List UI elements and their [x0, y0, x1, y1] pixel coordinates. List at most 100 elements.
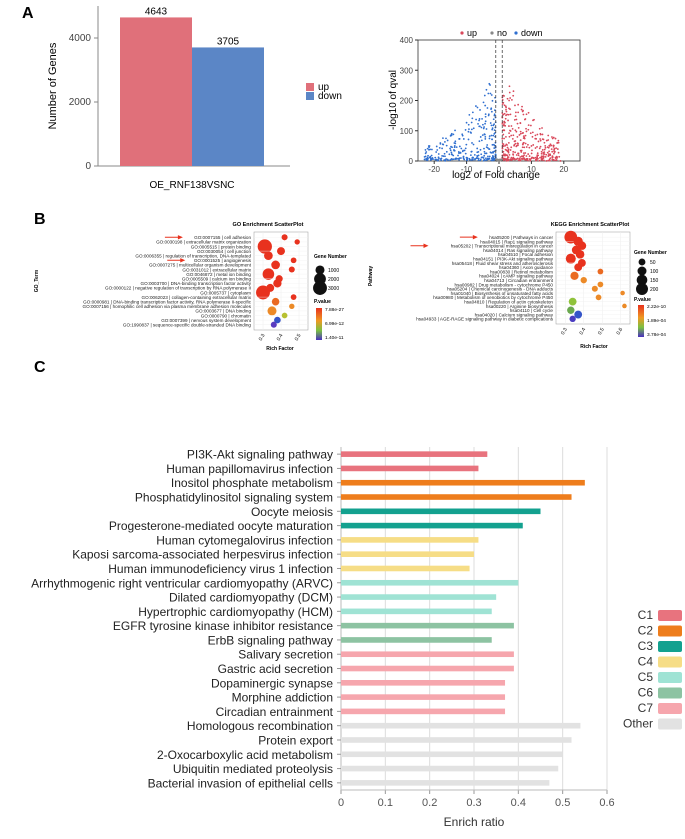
enrich-legend-label-other: Other [623, 717, 653, 731]
volcano-point [540, 152, 543, 155]
kegg-content-size-legend-label: 200 [650, 287, 659, 293]
volcano-point [513, 143, 516, 146]
go-content-color-legend-label: 6.99e-12 [325, 321, 344, 327]
volcano-point [542, 159, 545, 162]
volcano-point [456, 157, 459, 160]
volcano-point [508, 125, 510, 127]
enrich-bar-salivary-secretion [341, 651, 514, 658]
enrich-category-label: ErbB signaling pathway [208, 633, 333, 647]
go-content-xtick-label: 0.3 [258, 333, 267, 342]
go-content-size-legend-dot [315, 265, 325, 275]
volcano-point [458, 157, 461, 160]
volcano-point [436, 149, 439, 151]
volcano-point [512, 94, 515, 97]
volcano-point [481, 117, 483, 120]
volcano-ytick-label: 300 [400, 66, 414, 75]
volcano-point [554, 137, 557, 140]
volcano-point [519, 130, 522, 133]
volcano-point [539, 156, 541, 159]
go-content-term-label: GO:0000122 | negative regulation of tran… [105, 286, 251, 291]
volcano-point [518, 157, 521, 160]
go-content-point [290, 294, 297, 300]
volcano-point [455, 146, 458, 149]
go-content-term-label: GO:0007156 | homophilic cell adhesion vi… [83, 304, 252, 309]
enrich-category-label: Dopaminergic synapse [211, 676, 333, 690]
enrich-legend-label-c4: C4 [638, 655, 654, 669]
volcano-point [438, 146, 441, 149]
volcano-point [461, 134, 464, 137]
volcano-point [477, 157, 480, 160]
volcano-point [492, 151, 495, 154]
volcano-point [531, 131, 534, 134]
volcano-point [506, 159, 509, 161]
volcano-point [501, 112, 504, 114]
volcano-point [505, 106, 507, 109]
bar-down [192, 47, 264, 166]
volcano-point [523, 154, 526, 157]
volcano-point [478, 118, 481, 120]
volcano-point [445, 137, 447, 140]
kegg-content-size-legend-label: 50 [650, 260, 656, 266]
kegg-content-size-legend-dot [636, 283, 648, 295]
kegg-content-xtick-label: 0.3 [560, 327, 569, 336]
go-content-point [271, 260, 280, 270]
volcano-point [444, 159, 447, 162]
enrich-category-label: Circadian entrainment [216, 705, 334, 719]
volcano-point [548, 159, 551, 162]
volcano-point-ns [495, 158, 498, 161]
volcano-point [502, 124, 505, 127]
volcano-point [541, 133, 544, 136]
volcano-point [543, 148, 546, 151]
volcano-point [505, 108, 507, 111]
kegg-content-point [569, 315, 576, 323]
volcano-point [490, 94, 493, 96]
volcano-point [551, 137, 554, 140]
volcano-point [512, 153, 514, 156]
volcano-point [524, 118, 527, 120]
volcano-point [425, 151, 428, 153]
volcano-point [555, 147, 558, 150]
go-content-highlight-arrow-head [180, 258, 186, 263]
volcano-point [534, 147, 537, 149]
enrich-bar-circadian-entrainment [341, 708, 506, 715]
kegg-content-xtick-label: 0.5 [597, 327, 606, 336]
volcano-point [501, 122, 504, 125]
enrich-xlabel: Enrich ratio [444, 815, 505, 829]
volcano-point [508, 85, 511, 88]
bar-a-ytick-label: 4000 [69, 33, 92, 44]
volcano-point [514, 115, 517, 118]
enrich-bar-ubiquitin-mediated-proteolysis [341, 765, 559, 772]
volcano-point [490, 157, 493, 160]
enrich-category-label: Bacterial invasion of epithelial cells [148, 776, 333, 790]
volcano-point [521, 155, 524, 158]
go-content-xtick-label: 0.5 [294, 333, 303, 342]
volcano-point [516, 157, 519, 160]
enrich-legend-label-c6: C6 [638, 686, 654, 700]
go-xlabel: Rich Factor [266, 346, 294, 352]
volcano-point [442, 155, 445, 158]
enrich-bar-dopaminergic-synapse [341, 680, 506, 686]
volcano-point [506, 97, 509, 100]
volcano-point [487, 113, 490, 116]
volcano-point [545, 139, 548, 142]
volcano-point [510, 134, 513, 137]
volcano-point [427, 145, 430, 147]
enrich-bar-protein-export [341, 737, 572, 743]
volcano-point [546, 146, 549, 149]
volcano-point [451, 153, 453, 156]
volcano-point [507, 113, 510, 116]
volcano-point [491, 159, 493, 162]
volcano-point [538, 159, 541, 162]
volcano-point [520, 108, 523, 111]
volcano-point [557, 141, 560, 144]
volcano-point [539, 139, 542, 142]
volcano-point [492, 156, 495, 158]
volcano-point [479, 158, 482, 161]
volcano-point [525, 146, 528, 148]
enrich-category-label: Homologous recombination [187, 719, 333, 733]
enrich-bar-oocyte-meiosis [341, 508, 541, 515]
volcano-point [509, 113, 512, 116]
volcano-point [525, 155, 528, 157]
volcano-point [445, 158, 448, 160]
volcano-point [522, 109, 524, 112]
